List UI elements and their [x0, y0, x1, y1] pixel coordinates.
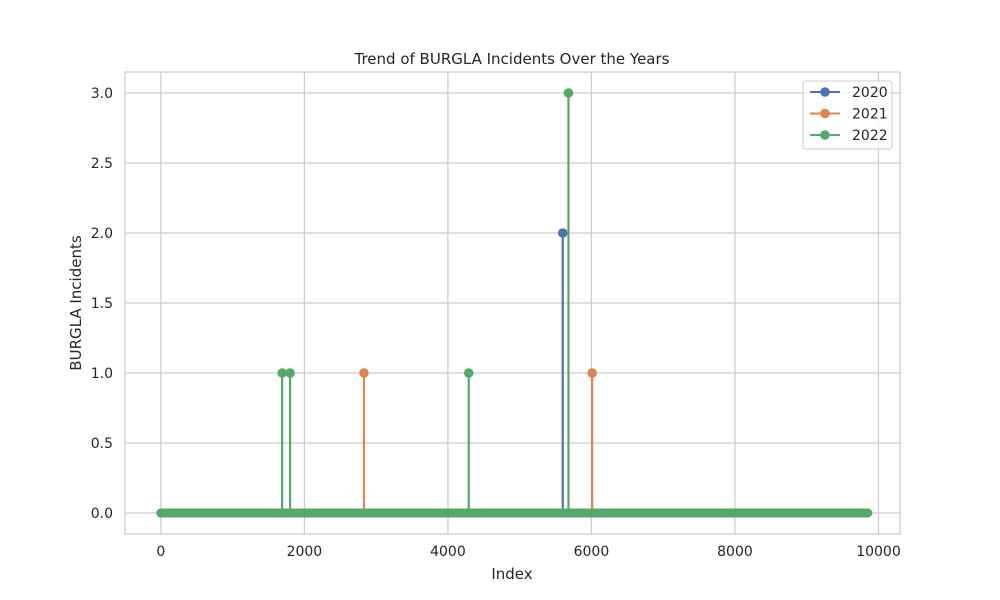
series-2022 [156, 88, 873, 518]
series-data-point [557, 228, 568, 238]
y-axis-label: BURGLA Incidents [67, 235, 85, 371]
legend-label-2021: 2021 [852, 107, 888, 123]
legend: 2020 2021 2022 [802, 80, 893, 150]
x-tick-label: 0 [156, 544, 165, 560]
legend-label-2020: 2020 [852, 85, 888, 101]
legend-marker-2020 [820, 87, 830, 97]
y-tick-label: 3.0 [91, 86, 113, 102]
y-tick-label: 0.0 [91, 506, 113, 522]
series-data-point [463, 368, 474, 378]
plot-frame [124, 71, 901, 535]
y-tick-label: 2.5 [91, 156, 113, 172]
series-data-point [277, 368, 287, 378]
y-tick-label: 1.5 [91, 296, 113, 312]
x-tick-label: 8000 [717, 544, 753, 560]
legend-marker-2021 [820, 108, 830, 119]
series-data-point [587, 368, 597, 378]
legend-label-2022: 2022 [852, 128, 888, 144]
x-tick-labels: 0 2000 4000 6000 8000 10000 [156, 544, 900, 560]
series-data-point [563, 88, 574, 98]
y-tick-label: 2.0 [91, 226, 113, 242]
series-data-point [359, 368, 369, 378]
x-tick-label: 10000 [856, 544, 901, 560]
y-tick-label: 0.5 [91, 436, 113, 452]
x-axis-label: Index [491, 565, 532, 583]
y-tick-label: 1.0 [91, 366, 113, 382]
legend-marker-2022 [820, 130, 830, 140]
series-data-point [285, 368, 295, 378]
y-tick-labels: 0.0 0.5 1.0 1.5 2.0 2.5 3.0 [91, 86, 113, 522]
chart-title: Trend of BURGLA Incidents Over the Years [354, 50, 670, 68]
x-tick-label: 4000 [430, 544, 466, 560]
x-tick-label: 2000 [287, 544, 323, 560]
series-layer [156, 88, 873, 518]
x-tick-label: 6000 [574, 544, 610, 560]
